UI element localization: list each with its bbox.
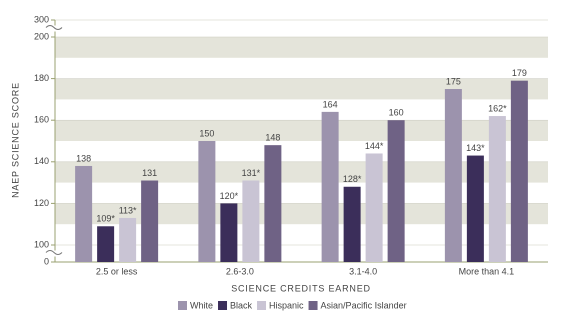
bar [321,111,339,262]
bar [365,153,383,262]
value-label: 113* [119,205,137,215]
axis-break-gap [47,25,59,32]
value-label: 179 [512,68,527,78]
y-tick-label: 160 [34,115,49,125]
bar [264,145,282,262]
value-label: 138 [76,153,91,163]
y-tick-label: 120 [34,198,49,208]
bar [97,226,115,262]
y-tick-label: 180 [34,73,49,83]
legend-swatch [308,301,318,310]
bar [242,180,260,262]
y-tick-label: 200 [34,31,49,41]
value-label: 175 [446,76,461,86]
bar [466,155,484,262]
legend-swatch [178,301,187,310]
x-axis-title: SCIENCE CREDITS EARNED [231,283,371,293]
y-tick-label: 0 [44,256,49,266]
bar [343,186,361,262]
grid-stripe [55,161,548,183]
value-label: 128* [343,174,362,184]
legend-label: Black [230,300,253,310]
legend-swatch [218,301,228,310]
value-label: 160 [389,108,404,118]
bar [198,141,216,262]
x-tick-label: 2.5 or less [96,266,138,276]
value-label: 164 [323,99,338,109]
value-label: 120* [220,191,239,201]
value-label: 131* [242,168,261,178]
grid-stripe [55,120,548,141]
legend-label: Asian/Pacific Islander [321,300,407,310]
y-tick-label: 300 [34,14,49,24]
x-tick-label: More than 4.1 [459,266,515,276]
bar [119,217,137,262]
bar [510,80,528,263]
axis-break [45,25,63,30]
bar [444,89,462,262]
legend-swatch [257,301,267,310]
bar [220,203,238,262]
y-axis-title: NAEP SCIENCE SCORE [10,82,20,198]
value-label: 143* [466,143,485,153]
bar [75,165,93,262]
bar [141,180,159,262]
value-label: 148 [265,133,280,143]
axis-break [45,250,63,255]
y-tick-label: 100 [34,239,49,249]
grid-stripe [55,203,548,225]
legend-label: Hispanic [269,300,304,310]
value-label: 150 [199,128,214,138]
grid-stripe [55,37,548,58]
x-tick-label: 3.1-4.0 [349,266,377,276]
value-label: 144* [365,141,384,151]
bar [488,116,506,262]
bar [387,120,405,262]
x-tick-label: 2.6-3.0 [226,266,254,276]
value-label: 162* [488,103,507,113]
grid-stripe [55,78,548,100]
value-label: 131 [142,168,157,178]
y-tick-label: 140 [34,156,49,166]
axis-break-gap [47,250,59,257]
legend-label: White [190,300,213,310]
value-label: 109* [96,214,115,224]
